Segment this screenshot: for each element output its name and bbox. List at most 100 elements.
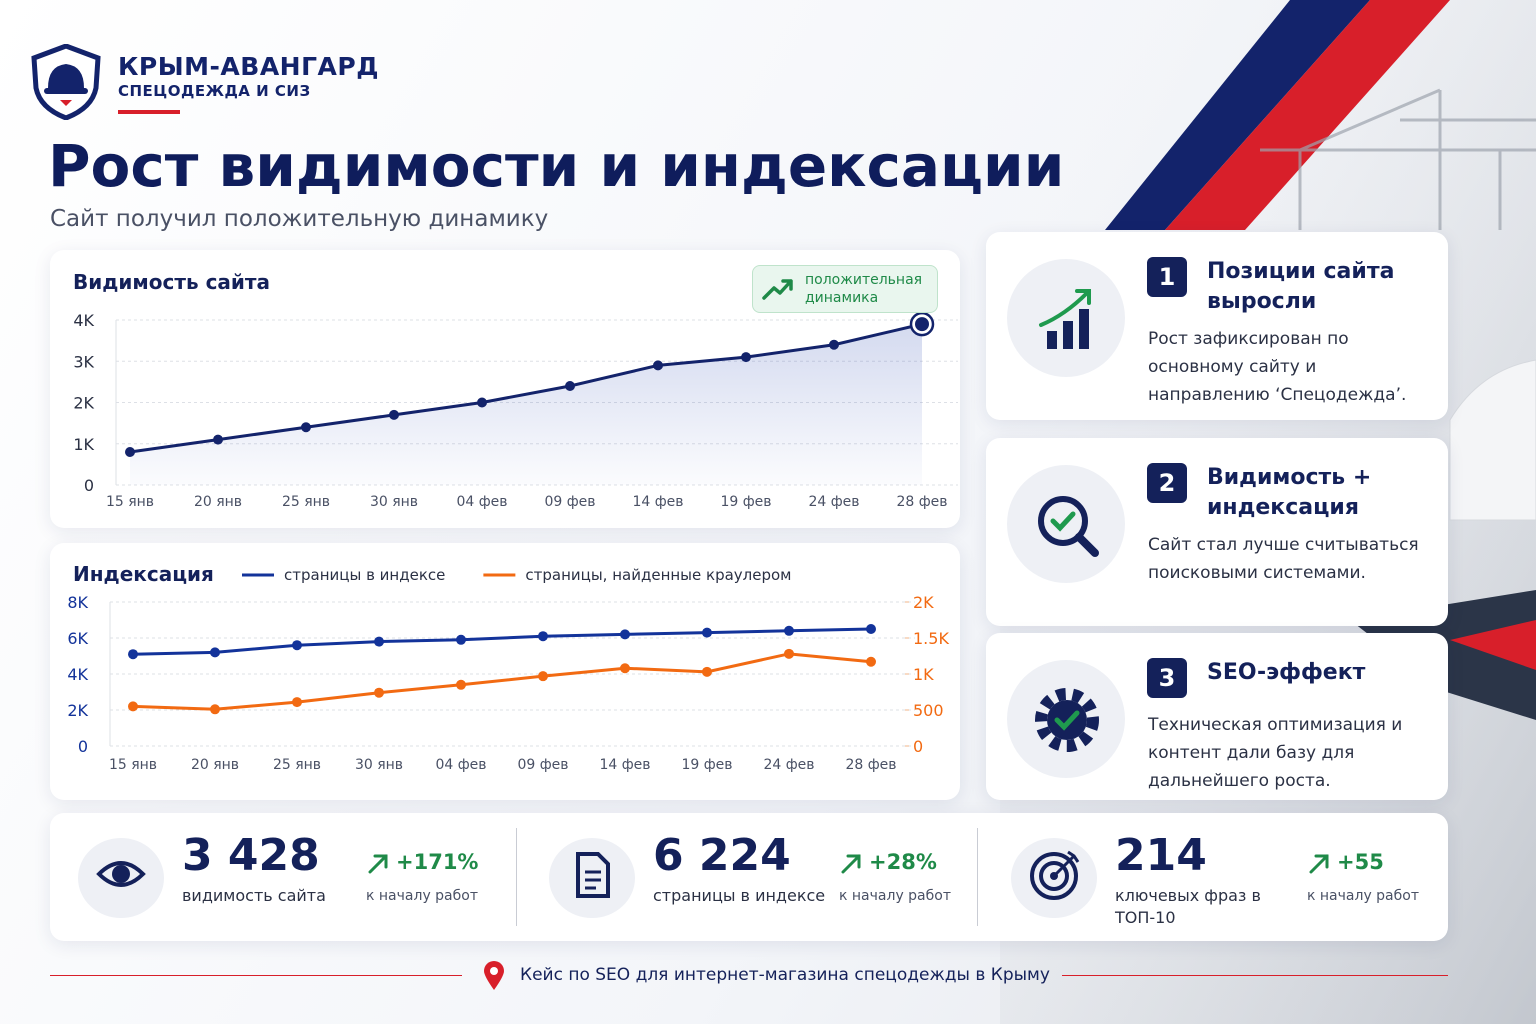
icon-circle [1007,259,1125,377]
area [130,324,922,485]
series-line [132,652,872,711]
divider [977,828,978,926]
y-tick-label: 8K [67,593,88,612]
trend-arrow [1309,854,1329,874]
logo [31,44,101,120]
pin-icon [484,961,504,990]
x-tick-label: 24 фев [808,494,859,510]
stat-value: 6 224 [653,830,791,881]
x-tick-label: 19 фев [720,494,771,510]
trend-arrow [841,854,861,874]
chart-title: Индексация [73,562,214,586]
x-tick-label: 24 фев [763,757,814,773]
stat-change: +171% [396,850,479,874]
icon-circle [549,838,635,918]
point [213,434,223,445]
card-icon [1039,289,1091,349]
x-tick-label: 30 янв [370,494,418,510]
stat-icon [1030,850,1080,900]
point [477,397,487,408]
x-tick-label: 25 янв [273,757,321,773]
card-number: 2 [1147,463,1187,503]
stripe-navy [1105,0,1370,230]
point [866,656,876,667]
point [374,636,384,647]
card-title: SEO-эффект [1207,660,1366,685]
card-text: Сайт стал лучше считываться поисковыми с… [1148,535,1419,583]
y-tick-label: 2K [73,394,94,413]
y2-tick-label: 1.5K [913,629,949,648]
footer-text: Кейс по SEO для интернет-магазина спецод… [520,965,1050,985]
x-tick-label: 14 фев [632,494,683,510]
stat-label: страницы в индексе [653,886,826,905]
y-tick-label: 6K [67,629,88,648]
x-tick-label: 09 фев [544,494,595,510]
x-tick-label: 15 янв [109,757,157,773]
point [829,339,839,350]
title: Рост видимости и индексации [48,132,1065,200]
point [125,447,135,457]
card-title: Позиции сайта выросли [1207,259,1395,314]
point [565,381,575,391]
helmet [1449,359,1536,521]
card-text: Техническая оптимизация и контент дали б… [1148,715,1403,791]
y-tick-label: 0 [84,476,94,495]
point [620,629,630,640]
point [702,666,712,677]
stat-icon [96,861,146,887]
point [389,409,399,420]
legend-label: страницы в индексе [284,566,445,584]
stat-icon [576,852,610,898]
stat-note: к началу работ [366,888,478,904]
x-tick-label: 04 фев [456,494,507,510]
stats-panel [50,813,1448,941]
y-tick-label: 4K [73,311,94,330]
legend-label: страницы, найденные краулером [525,566,791,584]
point [210,704,220,715]
point [702,627,712,638]
point [292,640,302,651]
point [866,624,876,634]
x-tick-label: 25 янв [282,494,330,510]
x-tick-label: 28 фев [845,757,896,773]
point [915,317,929,332]
x-tick-label: 09 фев [517,757,568,773]
card-icon [1038,496,1099,557]
tagline: СПЕЦОДЕЖДА И СИЗ [118,82,311,100]
chart: Видимость сайта 0 1K 2K 3K 4K 15 янв 20 янв 25 я… [73,270,958,510]
point [128,649,138,660]
y2-tick-label: 500 [913,701,944,720]
series-line [129,322,923,454]
point [784,625,794,636]
y2-tick-label: 2K [913,593,934,612]
gloves-red [1450,620,1536,670]
stat-value: 214 [1115,830,1207,881]
x-tick-label: 15 янв [106,494,154,510]
point [456,679,466,690]
trend-arrow [368,854,388,874]
x-tick-label: 20 янв [194,494,242,510]
card-title: Видимость + индексация [1207,465,1372,520]
y2-tick-label: 1K [913,665,934,684]
stat-label: ключевых фраз в ТОП-10 [1115,886,1261,927]
chart-card [50,543,960,800]
y-tick-label: 2K [67,701,88,720]
card-text: Рост зафиксирован по основному сайту и н… [1148,329,1407,405]
point [292,697,302,708]
x-tick-label: 28 фев [896,494,947,510]
point [128,701,138,712]
stat-note: к началу работ [839,888,951,904]
chart: Индексация 0 2K 4K 6K 8K 0 500 1K 1.5K 2K 15 янв 20 … [67,562,949,773]
card-number: 1 [1147,257,1187,297]
footer-line [50,975,462,976]
point [538,671,548,682]
chart-title: Видимость сайта [73,270,270,294]
stat-label: видимость сайта [182,886,326,905]
stat-change: +28% [869,850,937,874]
y-tick-label: 3K [73,352,94,371]
stripe-red [1165,0,1450,230]
y-tick-label: 0 [78,737,88,756]
card-number: 3 [1147,658,1187,698]
y-tick-label: 1K [73,435,94,454]
